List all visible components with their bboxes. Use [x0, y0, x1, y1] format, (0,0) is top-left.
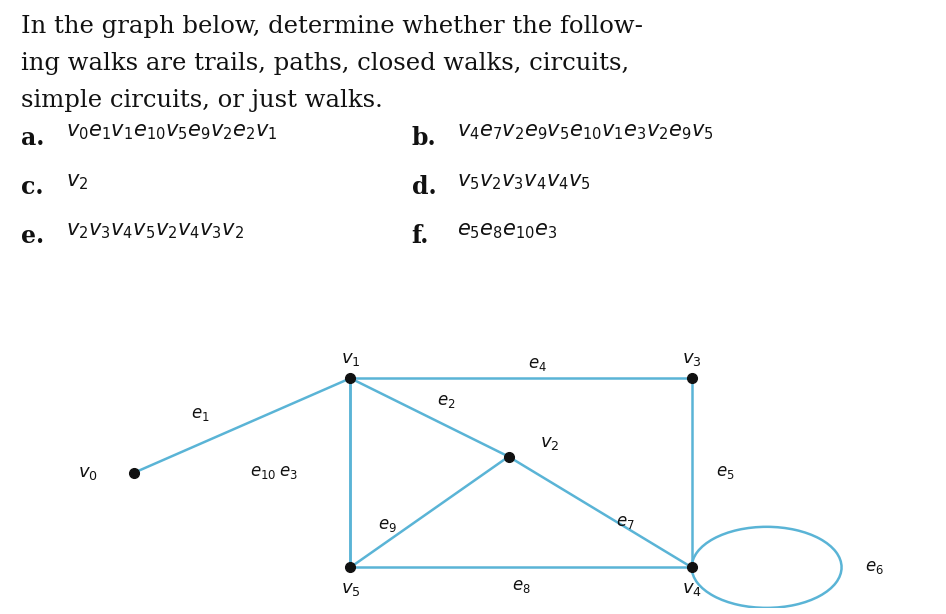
- Text: $e_2$: $e_2$: [437, 393, 455, 410]
- Text: a.: a.: [21, 126, 44, 150]
- Text: $e_4$: $e_4$: [528, 356, 547, 373]
- Text: ing walks are trails, paths, closed walks, circuits,: ing walks are trails, paths, closed walk…: [21, 52, 629, 75]
- Text: e.: e.: [21, 224, 44, 248]
- Text: simple circuits, or just walks.: simple circuits, or just walks.: [21, 89, 382, 112]
- Text: $e_8$: $e_8$: [512, 578, 531, 595]
- Text: $e_3$: $e_3$: [279, 464, 297, 481]
- Text: f.: f.: [412, 224, 429, 248]
- Text: $v_2$: $v_2$: [540, 434, 560, 452]
- Text: b.: b.: [412, 126, 436, 150]
- Text: $e_5$: $e_5$: [716, 464, 734, 481]
- Text: $v_0$: $v_0$: [79, 464, 98, 482]
- Text: $v_4$: $v_4$: [682, 580, 702, 598]
- Text: c.: c.: [21, 175, 44, 199]
- Text: $e_9$: $e_9$: [378, 517, 397, 534]
- Text: $e_6$: $e_6$: [866, 559, 885, 576]
- Text: $e_1$: $e_1$: [191, 406, 210, 423]
- Text: $v_1$: $v_1$: [341, 351, 360, 368]
- Text: d.: d.: [412, 175, 436, 199]
- Text: $v_4e_7v_2e_9v_5e_{10}v_1e_3v_2e_9v_5$: $v_4e_7v_2e_9v_5e_{10}v_1e_3v_2e_9v_5$: [457, 123, 713, 142]
- Text: $v_5$: $v_5$: [341, 580, 360, 598]
- Text: $v_0e_1v_1e_{10}v_5e_9v_2e_2v_1$: $v_0e_1v_1e_{10}v_5e_9v_2e_2v_1$: [66, 123, 278, 142]
- Text: $e_{10}$: $e_{10}$: [250, 464, 276, 481]
- Text: $e_7$: $e_7$: [616, 515, 635, 531]
- Text: $e_5e_8e_{10}e_3$: $e_5e_8e_{10}e_3$: [457, 221, 557, 241]
- Text: $v_2v_3v_4v_5v_2v_4v_3v_2$: $v_2v_3v_4v_5v_2v_4v_3v_2$: [66, 221, 244, 241]
- Text: In the graph below, determine whether the follow-: In the graph below, determine whether th…: [21, 15, 643, 38]
- Text: $v_5v_2v_3v_4v_4v_5$: $v_5v_2v_3v_4v_4v_5$: [457, 172, 590, 192]
- Text: $v_2$: $v_2$: [66, 172, 88, 192]
- Text: $v_3$: $v_3$: [682, 351, 702, 368]
